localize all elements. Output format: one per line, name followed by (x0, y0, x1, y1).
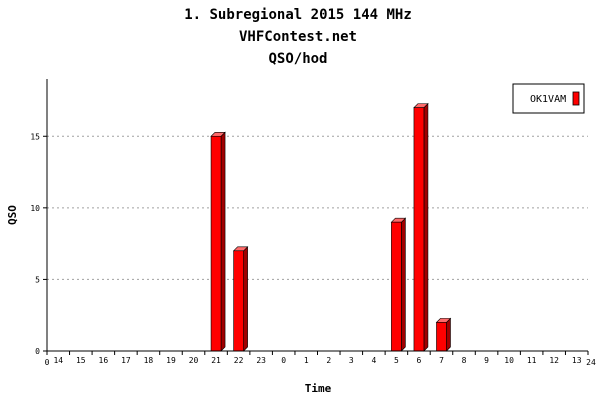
legend-swatch (572, 91, 580, 106)
bar-front-face (436, 322, 447, 352)
x-tick-label: 16 (99, 356, 109, 365)
x-tick-label: 8 (462, 356, 467, 365)
chart-subtitle-site: VHFContest.net (239, 29, 357, 45)
chart-title: 1. Subregional 2015 144 MHz (184, 7, 412, 23)
y-tick-label: 5 (35, 275, 40, 284)
x-tick-label: 9 (484, 356, 489, 365)
bar-front-face (233, 250, 244, 352)
y-tick-label: 10 (30, 204, 40, 213)
x-tick-label: 19 (166, 356, 176, 365)
x-tick-label: 6 (417, 356, 422, 365)
bar-side-face (243, 246, 248, 352)
chart-subtitle-unit: QSO/hod (268, 51, 327, 67)
x-tick-label: 21 (211, 356, 221, 365)
y-axis-label: QSO (6, 205, 19, 225)
x-edge-label-end: 24 (586, 358, 596, 367)
x-tick-label: 17 (121, 356, 131, 365)
bar-front-face (413, 107, 425, 352)
bar (435, 317, 452, 352)
x-tick-label: 3 (349, 356, 354, 365)
x-tick-label: 12 (549, 356, 559, 365)
bar-side-face (423, 102, 429, 352)
x-tick-label: 5 (394, 356, 399, 365)
bar-side-face (446, 317, 451, 352)
x-tick-label: 22 (234, 356, 244, 365)
bar (210, 131, 226, 352)
y-axis-ticks: 0 5 10 15 (30, 132, 47, 356)
x-tick-label: 13 (572, 356, 582, 365)
bar-front-face (210, 135, 222, 352)
bar (390, 217, 407, 352)
x-tick-label: 7 (439, 356, 444, 365)
x-tick-label: 18 (144, 356, 154, 365)
x-tick-label: 20 (189, 356, 199, 365)
x-tick-label: 2 (326, 356, 331, 365)
x-axis-ticks: 14 15 16 17 18 19 20 21 22 23 0 1 2 3 4 5 6 7 8 9 10 11 12 130 2… (45, 351, 596, 367)
x-tick-label: 0 (281, 356, 286, 365)
bar (232, 246, 249, 352)
x-tick-label: 15 (76, 356, 86, 365)
x-tick-label: 23 (256, 356, 266, 365)
y-tick-label: 15 (30, 132, 40, 141)
x-axis-label: Time (305, 382, 332, 395)
bar-side-face (401, 217, 406, 352)
bar (413, 102, 429, 352)
y-tick-label: 0 (35, 347, 40, 356)
x-edge-label-start: 0 (45, 358, 50, 367)
x-tick-label: 4 (371, 356, 376, 365)
grid-lines (47, 135, 588, 280)
x-tick-label: 10 (504, 356, 514, 365)
legend-label: OK1VAM (530, 94, 566, 105)
x-tick-label: 1 (304, 356, 309, 365)
x-tick-label: 11 (527, 356, 537, 365)
bar-front-face (391, 221, 402, 352)
legend-box (512, 83, 585, 114)
bar-series (210, 102, 452, 352)
bar-side-face (220, 131, 226, 352)
legend: OK1VAM (512, 83, 585, 114)
x-tick-label: 14 (53, 356, 63, 365)
